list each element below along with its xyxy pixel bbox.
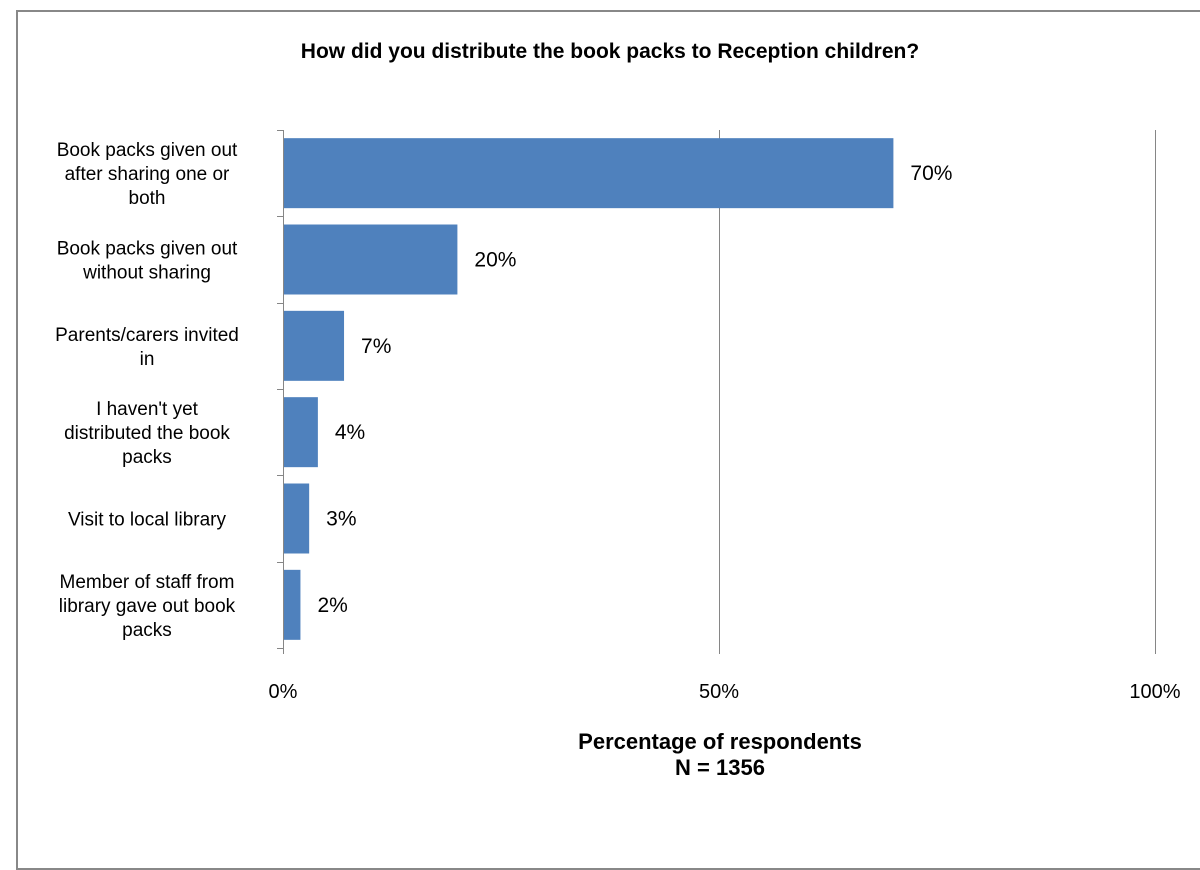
labels: 70% Book packs given out after sharing one… bbox=[55, 140, 1181, 703]
data-label-1: 70% bbox=[910, 162, 952, 185]
x-tick-label-50: 50% bbox=[699, 681, 739, 703]
category-label-3: Parents/carers invited in bbox=[55, 325, 239, 370]
gridlines bbox=[719, 130, 1156, 648]
category-label-4: I haven't yet distributed the book packs bbox=[64, 399, 230, 468]
data-label-6: 2% bbox=[317, 594, 347, 617]
data-label-3: 7% bbox=[361, 335, 391, 358]
x-tick-label-100: 100% bbox=[1129, 681, 1180, 703]
data-label-4: 4% bbox=[335, 421, 365, 444]
bar-1 bbox=[283, 138, 894, 209]
data-label-2: 20% bbox=[474, 249, 516, 272]
bar-6 bbox=[283, 569, 301, 640]
bar-3 bbox=[283, 310, 345, 381]
x-axis-title: Percentage of respondents N = 1356 bbox=[578, 729, 862, 780]
category-label-1: Book packs given out after sharing one or… bbox=[57, 140, 238, 209]
x-tick-label-0: 0% bbox=[269, 681, 298, 703]
chart-title: How did you distribute the book packs to… bbox=[301, 40, 919, 63]
category-label-2: Book packs given out without sharing bbox=[57, 239, 238, 284]
bar-5 bbox=[283, 483, 310, 554]
bars bbox=[283, 138, 894, 640]
bar-2 bbox=[283, 224, 458, 295]
category-label-5: Visit to local library bbox=[68, 510, 227, 531]
axes bbox=[277, 130, 1156, 654]
data-label-5: 3% bbox=[326, 508, 356, 531]
category-label-6: Member of staff from library gave out boo… bbox=[59, 572, 236, 641]
bar-4 bbox=[283, 397, 318, 468]
